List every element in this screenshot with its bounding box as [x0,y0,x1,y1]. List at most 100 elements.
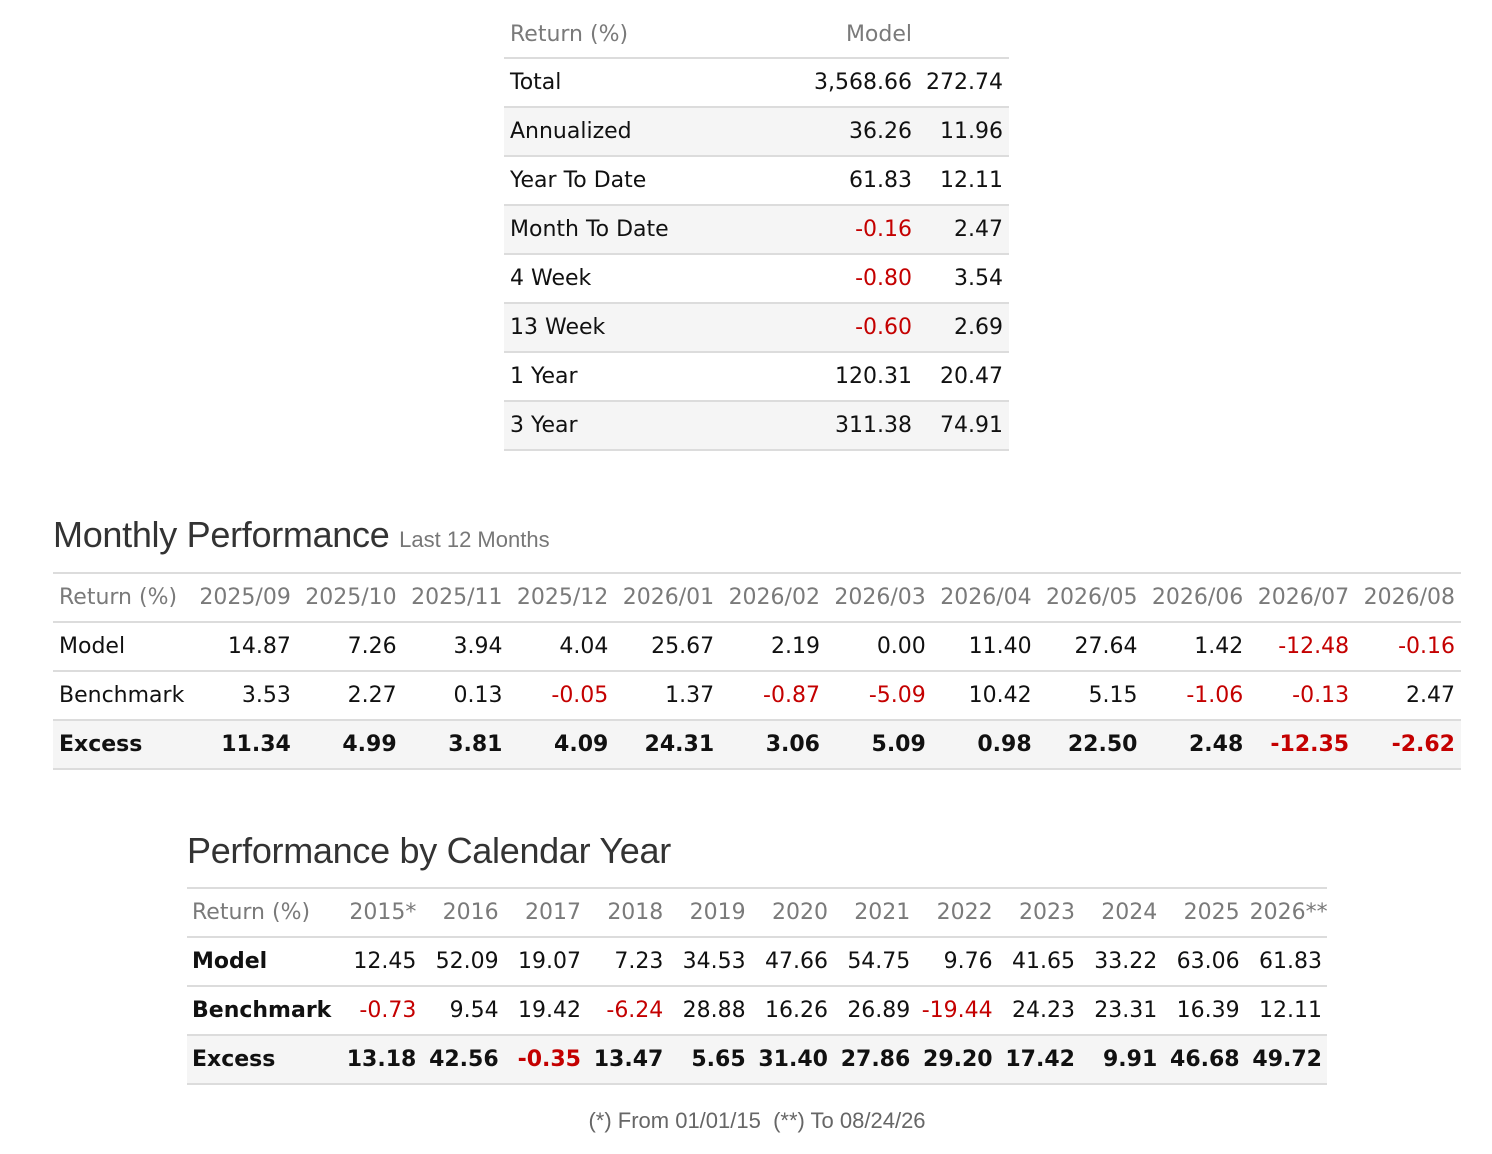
monthly-cell: 2.19 [720,622,826,672]
monthly-cell: 5.09 [825,720,932,770]
summary-row: 3 Year 311.38 74.91 [504,401,1009,451]
monthly-cell: -5.09 [825,671,932,721]
yearly-cell: -19.44 [915,986,998,1036]
yearly-cell: 16.39 [1162,986,1245,1036]
yearly-cell: 41.65 [997,937,1080,987]
summary-header-label: Return (%) [504,12,796,59]
yearly-column-header: 2020 [750,888,833,938]
summary-benchmark-value: 74.91 [918,401,1009,451]
yearly-header-label: Return (%) [187,888,339,938]
yearly-cell: 26.89 [832,986,916,1036]
yearly-cell: 23.31 [1079,986,1163,1036]
monthly-performance-table: Return (%) 2025/09 2025/10 2025/11 2025/12 20… [53,572,1461,770]
monthly-cell: -12.48 [1249,622,1356,672]
monthly-cell: 11.40 [931,622,1038,672]
yearly-column-header: 2022 [915,888,998,938]
monthly-cell: -1.06 [1143,671,1250,721]
yearly-cell: 47.66 [750,937,833,987]
monthly-row-benchmark: Benchmark 3.53 2.27 0.13 -0.05 1.37 -0.87 -5.09… [53,671,1461,721]
summary-model-value: 36.26 [796,107,918,157]
yearly-cell: 29.20 [915,1035,998,1085]
summary-row: Total 3,568.66 272.74 [504,58,1009,108]
yearly-column-header: 2024 [1079,888,1163,938]
yearly-column-header: 2016 [421,888,504,938]
yearly-cell: 63.06 [1162,937,1245,987]
monthly-cell: 5.15 [1037,671,1144,721]
monthly-cell: -0.87 [720,671,826,721]
yearly-row-excess: Excess 13.18 42.56 -0.35 13.47 5.65 31.40 27.86… [187,1035,1327,1085]
monthly-cell: 10.42 [931,671,1038,721]
monthly-column-header: 2026/07 [1249,573,1356,623]
summary-benchmark-value: 2.47 [918,205,1009,255]
summary-benchmark-value: 12.11 [918,156,1009,206]
monthly-cell: -2.62 [1355,720,1461,770]
yearly-column-header: 2017 [503,888,586,938]
yearly-cell: 13.18 [339,1035,422,1085]
summary-row: 4 Week -0.80 3.54 [504,254,1009,304]
monthly-title-text: Monthly Performance [53,514,390,555]
summary-header-model: Model [796,12,918,59]
summary-model-value: 61.83 [796,156,918,206]
summary-benchmark-value: 3.54 [918,254,1009,304]
yearly-column-header: 2018 [585,888,669,938]
summary-row-label: 13 Week [504,303,796,353]
yearly-row-label: Model [187,937,339,987]
monthly-cell: 25.67 [614,622,721,672]
yearly-cell: 19.42 [503,986,586,1036]
yearly-cell: 12.45 [339,937,422,987]
monthly-cell: 4.09 [508,720,615,770]
summary-model-value: 311.38 [796,401,918,451]
summary-row: Annualized 36.26 11.96 [504,107,1009,157]
monthly-column-header: 2025/09 [191,573,297,623]
yearly-cell: 12.11 [1244,986,1327,1036]
yearly-cell: 52.09 [421,937,504,987]
yearly-cell: 42.56 [421,1035,504,1085]
monthly-cell: 2.47 [1355,671,1461,721]
yearly-cell: 31.40 [750,1035,833,1085]
summary-header-benchmark [918,12,1009,59]
summary-row: 13 Week -0.60 2.69 [504,303,1009,353]
monthly-column-header: 2025/10 [296,573,403,623]
summary-benchmark-value: 11.96 [918,107,1009,157]
yearly-cell: 9.76 [915,937,998,987]
monthly-column-header: 2026/04 [931,573,1038,623]
monthly-column-header: 2026/05 [1037,573,1144,623]
yearly-cell: 46.68 [1162,1035,1245,1085]
summary-returns-table: Return (%) Model Total 3,568.66 272.74 Annu… [504,12,1009,451]
monthly-row-model: Model 14.87 7.26 3.94 4.04 25.67 2.19 0.00 11.40… [53,622,1461,672]
yearly-cell: 49.72 [1244,1035,1327,1085]
monthly-cell: 4.99 [296,720,403,770]
yearly-column-header: 2026** [1244,888,1328,938]
monthly-header-label: Return (%) [53,573,191,623]
monthly-row-excess: Excess 11.34 4.99 3.81 4.09 24.31 3.06 5.09 0.98… [53,720,1461,770]
yearly-cell: 19.07 [503,937,586,987]
yearly-row-label: Excess [187,1035,339,1085]
monthly-cell: 22.50 [1037,720,1144,770]
monthly-cell: -0.13 [1249,671,1356,721]
summary-model-value: -0.80 [796,254,918,304]
monthly-body: Model 14.87 7.26 3.94 4.04 25.67 2.19 0.00 11.40… [53,622,1461,770]
yearly-column-header: 2021 [832,888,916,938]
monthly-cell: 4.04 [508,622,615,672]
summary-benchmark-value: 2.69 [918,303,1009,353]
summary-row-label: Total [504,58,796,108]
yearly-cell: 24.23 [997,986,1080,1036]
summary-row: Year To Date 61.83 12.11 [504,156,1009,206]
summary-model-value: 120.31 [796,352,918,402]
yearly-cell: 9.91 [1079,1035,1163,1085]
summary-benchmark-value: 272.74 [918,58,1009,108]
monthly-cell: -12.35 [1249,720,1356,770]
monthly-column-header: 2026/02 [720,573,826,623]
yearly-cell: 28.88 [668,986,751,1036]
summary-row: Month To Date -0.16 2.47 [504,205,1009,255]
calendar-year-title: Performance by Calendar Year [187,830,671,871]
yearly-header-row: Return (%) 2015* 2016 2017 2018 2019 2020 2021 2… [187,888,1328,938]
yearly-cell: 5.65 [668,1035,751,1085]
monthly-cell: 27.64 [1037,622,1144,672]
monthly-column-header: 2026/08 [1355,573,1461,623]
yearly-cell: 16.26 [750,986,833,1036]
yearly-cell: -6.24 [585,986,669,1036]
summary-row: 1 Year 120.31 20.47 [504,352,1009,402]
monthly-cell: 0.00 [825,622,932,672]
monthly-row-label: Excess [53,720,191,770]
